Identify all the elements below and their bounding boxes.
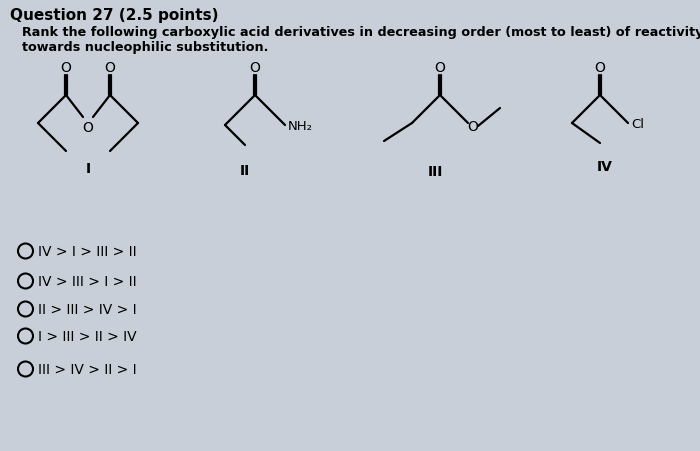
Text: IV > I > III > II: IV > I > III > II xyxy=(38,244,136,258)
Text: O: O xyxy=(61,61,71,75)
Text: O: O xyxy=(594,61,606,75)
Text: IV: IV xyxy=(597,160,613,174)
Text: O: O xyxy=(435,61,445,75)
Text: Rank the following carboxylic acid derivatives in decreasing order (most to leas: Rank the following carboxylic acid deriv… xyxy=(22,26,700,39)
Text: NH₂: NH₂ xyxy=(288,119,313,132)
Text: O: O xyxy=(83,121,93,135)
Text: III > IV > II > I: III > IV > II > I xyxy=(38,362,136,376)
Text: O: O xyxy=(468,120,478,133)
Text: II: II xyxy=(240,164,250,178)
Text: O: O xyxy=(250,61,260,75)
Text: Question 27 (2.5 points): Question 27 (2.5 points) xyxy=(10,8,218,23)
Text: Cl: Cl xyxy=(631,117,644,130)
Text: II > III > IV > I: II > III > IV > I xyxy=(38,302,136,316)
Text: IV > III > I > II: IV > III > I > II xyxy=(38,274,136,288)
Text: towards nucleophilic substitution.: towards nucleophilic substitution. xyxy=(22,41,268,54)
Text: I > III > II > IV: I > III > II > IV xyxy=(38,329,136,343)
Text: III: III xyxy=(427,165,442,179)
Text: O: O xyxy=(104,61,116,75)
Text: I: I xyxy=(85,161,90,175)
